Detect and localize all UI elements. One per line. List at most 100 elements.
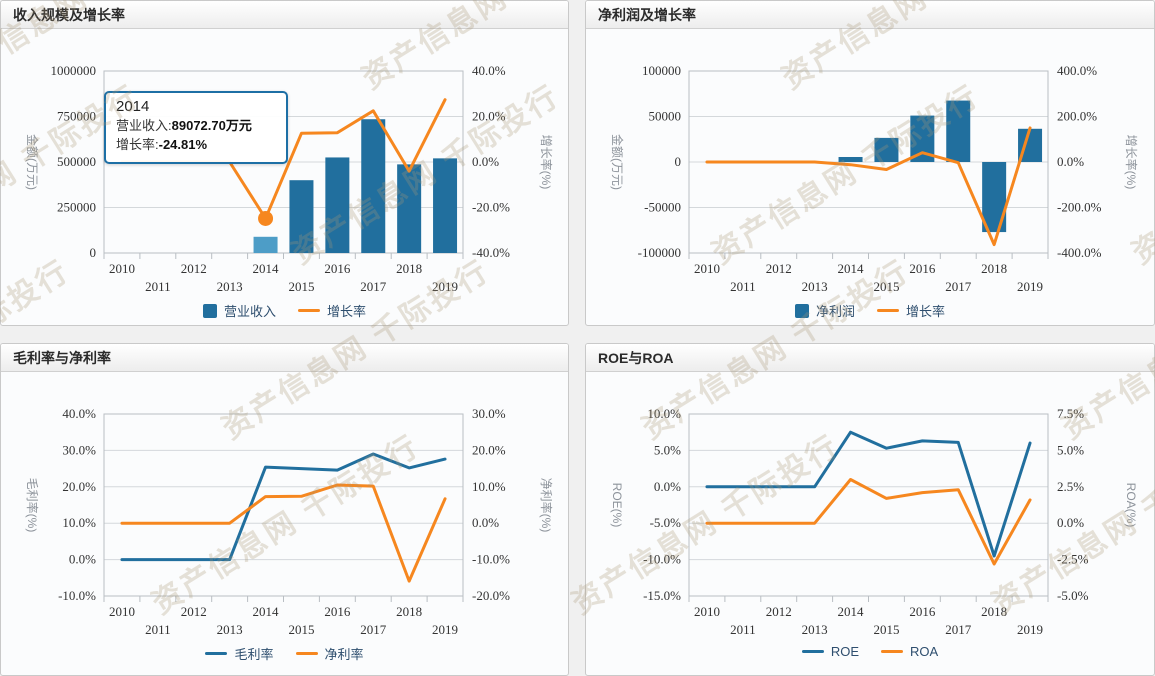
roe-roa-svg: 10.0% 7.5% 5.0% 5.0% 0.0% 2.5% -5.0% 0.0% -10.0%… bbox=[610, 406, 1138, 637]
plot-area bbox=[103, 413, 464, 597]
legend-item-ROE[interactable]: ROE bbox=[801, 644, 859, 659]
legend-item-净利润[interactable]: 净利润 bbox=[794, 301, 855, 320]
x-axis-year-label: 2018 bbox=[981, 261, 1007, 276]
legend-item-营业收入[interactable]: 营业收入 bbox=[202, 301, 276, 320]
right-axis-tick-label: 30.0% bbox=[472, 406, 506, 421]
line-series-ROE[interactable] bbox=[705, 430, 1032, 558]
legend-bar-swatch bbox=[202, 303, 217, 318]
left-axis-tick-label: 100000 bbox=[642, 63, 681, 78]
x-axis-year-label: 2016 bbox=[324, 604, 351, 619]
bar-2017[interactable] bbox=[946, 100, 971, 162]
legend-item-增长率[interactable]: 增长率 bbox=[298, 301, 366, 320]
right-axis-tick-label: 200.0% bbox=[1057, 109, 1097, 124]
bar-2017[interactable] bbox=[361, 119, 386, 253]
chart-legend: 营业收入 增长率 bbox=[1, 301, 568, 320]
hover-bullet[interactable] bbox=[258, 210, 274, 226]
legend-item-增长率[interactable]: 增长率 bbox=[877, 301, 945, 320]
left-axis-title: ROE(%) bbox=[610, 483, 624, 528]
left-axis-tick-label: -100000 bbox=[638, 245, 681, 260]
x-axis-year-label: 2010 bbox=[109, 261, 135, 276]
legend-item-ROA[interactable]: ROA bbox=[881, 644, 938, 659]
x-axis-year-label: 2012 bbox=[766, 604, 792, 619]
right-axis-title: 增长率(%) bbox=[539, 135, 554, 190]
legend-label: ROE bbox=[830, 644, 859, 659]
roe-roa-chart: 10.0% 7.5% 5.0% 5.0% 0.0% 2.5% -5.0% 0.0% -10.0%… bbox=[586, 372, 1154, 642]
panel-roe-roa: ROE与ROA 10.0% 7.5% 5.0% 5.0% 0.0% 2.5% -5.0% 0.… bbox=[585, 343, 1155, 676]
x-axis-year-label: 2013 bbox=[217, 622, 243, 637]
x-axis-year-label: 2016 bbox=[324, 261, 351, 276]
right-axis-tick-label: -10.0% bbox=[472, 552, 510, 567]
bar-2014[interactable] bbox=[253, 236, 278, 253]
legend-item-毛利率[interactable]: 毛利率 bbox=[205, 644, 274, 663]
x-axis-year-label: 2017 bbox=[945, 622, 972, 637]
panel-header: ROE与ROA bbox=[586, 344, 1154, 372]
netprofit-growth-chart: 100000 400.0% 50000 200.0% 0 0.0% -50000 -200.0… bbox=[586, 29, 1154, 299]
left-axis-tick-label: 0.0% bbox=[69, 552, 96, 567]
legend-label: 净利率 bbox=[324, 647, 364, 662]
right-axis-tick-label: 0.0% bbox=[472, 515, 499, 530]
legend-line-swatch bbox=[881, 650, 903, 653]
panel-body: 1000000 40.0% 750000 20.0% 500000 0.0% 250000 -… bbox=[1, 29, 568, 325]
panel-netprofit-growth: 净利润及增长率 100000 400.0% 50000 200.0% 0 0.0% -500… bbox=[585, 0, 1155, 326]
revenue-growth-svg: 1000000 40.0% 750000 20.0% 500000 0.0% 250000 -… bbox=[25, 63, 554, 294]
x-axis-year-label: 2017 bbox=[360, 279, 387, 294]
legend-item-净利率[interactable]: 净利率 bbox=[295, 644, 364, 663]
left-axis-tick-label: -10.0% bbox=[643, 552, 681, 567]
gross-net-margin-chart: 40.0% 30.0% 30.0% 20.0% 20.0% 10.0% 10.0% 0.0% 0… bbox=[1, 372, 568, 642]
legend-line-swatch bbox=[295, 652, 318, 655]
right-axis-tick-label: -20.0% bbox=[472, 588, 510, 603]
right-axis-tick-label: -400.0% bbox=[1057, 245, 1102, 260]
line-series-增长率[interactable] bbox=[705, 126, 1032, 247]
x-axis-year-label: 2014 bbox=[838, 261, 865, 276]
bar-2019[interactable] bbox=[433, 158, 458, 253]
x-axis-year-label: 2012 bbox=[181, 604, 207, 619]
legend-label: 增长率 bbox=[327, 304, 367, 319]
bar-2018[interactable] bbox=[397, 164, 422, 253]
bar-2015[interactable] bbox=[289, 180, 314, 253]
bar-2015[interactable] bbox=[874, 137, 899, 162]
line-series-毛利率[interactable] bbox=[120, 452, 447, 562]
x-axis-year-label: 2015 bbox=[873, 622, 899, 637]
line-series-ROA[interactable] bbox=[705, 478, 1032, 566]
right-axis-title: ROA(%) bbox=[1124, 483, 1138, 528]
legend-label: ROA bbox=[910, 644, 939, 659]
bar-2016[interactable] bbox=[325, 157, 350, 253]
panel-title: 收入规模及增长率 bbox=[13, 7, 125, 23]
gross-net-margin-svg: 40.0% 30.0% 30.0% 20.0% 20.0% 10.0% 10.0% 0.0% 0… bbox=[25, 406, 554, 637]
x-axis-year-label: 2011 bbox=[145, 622, 171, 637]
right-axis-tick-label: -200.0% bbox=[1057, 200, 1102, 215]
right-axis-tick-label: 20.0% bbox=[472, 442, 506, 457]
panel-title: ROE与ROA bbox=[598, 350, 674, 366]
line-series-净利率[interactable] bbox=[120, 483, 447, 583]
panel-body: 40.0% 30.0% 30.0% 20.0% 20.0% 10.0% 10.0% 0.0% 0… bbox=[1, 372, 568, 675]
bar-2014[interactable] bbox=[838, 156, 863, 162]
left-axis-tick-label: 5.0% bbox=[654, 442, 681, 457]
x-axis-year-label: 2013 bbox=[802, 279, 828, 294]
right-axis-tick-label: 40.0% bbox=[472, 63, 506, 78]
right-axis-tick-label: -2.5% bbox=[1057, 552, 1089, 567]
x-axis-year-label: 2015 bbox=[288, 279, 314, 294]
x-axis-year-label: 2019 bbox=[432, 279, 458, 294]
x-axis-year-label: 2019 bbox=[1017, 279, 1043, 294]
left-axis-tick-label: -15.0% bbox=[643, 588, 681, 603]
left-axis-title: 金额(万元) bbox=[610, 134, 625, 190]
x-axis-year-label: 2014 bbox=[253, 261, 280, 276]
left-axis-title: 毛利率(%) bbox=[25, 478, 40, 533]
x-axis-year-label: 2018 bbox=[981, 604, 1007, 619]
netprofit-growth-svg: 100000 400.0% 50000 200.0% 0 0.0% -50000 -200.0… bbox=[610, 63, 1139, 294]
panel-title: 净利润及增长率 bbox=[598, 7, 696, 23]
legend-bar-swatch bbox=[794, 303, 809, 318]
left-axis-tick-label: 10.0% bbox=[647, 406, 681, 421]
left-axis-tick-label: -5.0% bbox=[650, 515, 682, 530]
right-axis-tick-label: 10.0% bbox=[472, 479, 506, 494]
tooltip-label: 营业收入: bbox=[116, 118, 172, 133]
legend-label: 营业收入 bbox=[223, 304, 276, 319]
panel-header: 毛利率与净利率 bbox=[1, 344, 568, 372]
x-axis-year-label: 2015 bbox=[873, 279, 899, 294]
x-axis-year-label: 2013 bbox=[802, 622, 828, 637]
left-axis-tick-label: 0 bbox=[90, 245, 97, 260]
x-axis-year-label: 2011 bbox=[730, 622, 756, 637]
right-axis-tick-label: 20.0% bbox=[472, 109, 506, 124]
x-axis-year-label: 2011 bbox=[145, 279, 171, 294]
